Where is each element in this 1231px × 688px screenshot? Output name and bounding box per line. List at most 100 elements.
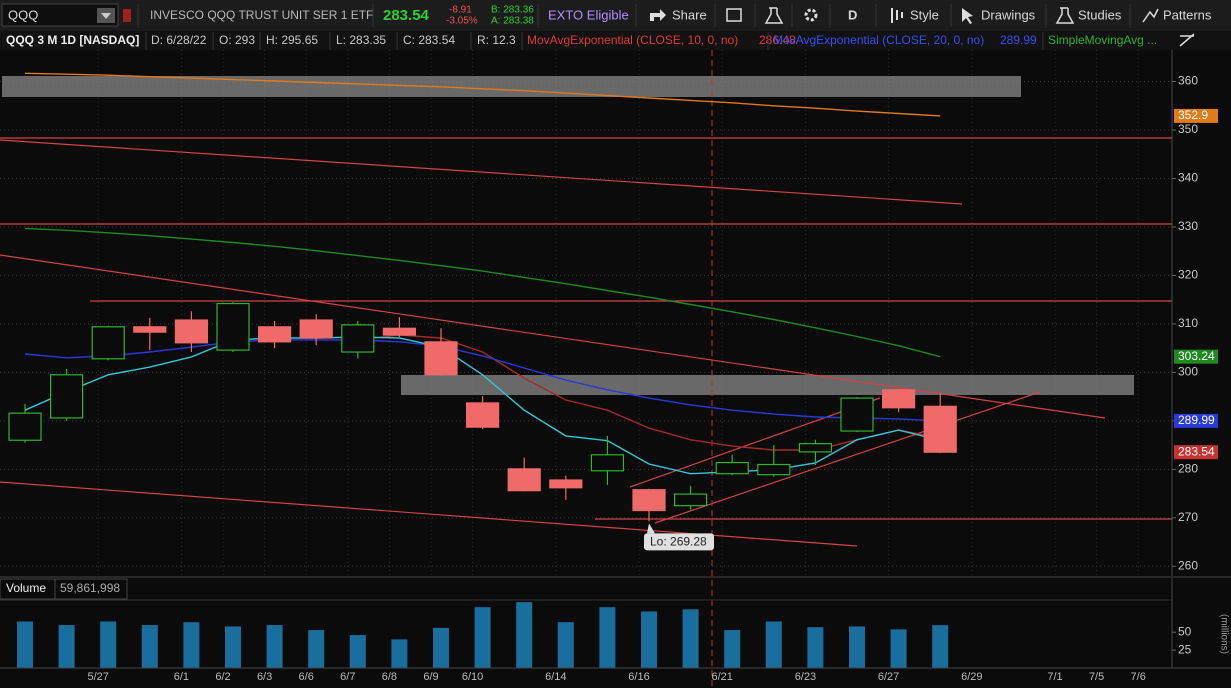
volume-title: Volume bbox=[6, 581, 46, 595]
header-open: O: 293 bbox=[219, 33, 255, 47]
link-icon[interactable] bbox=[123, 9, 131, 22]
trend-lines bbox=[0, 137, 1172, 547]
x-tick-label: 6/14 bbox=[545, 671, 566, 683]
candle-body bbox=[341, 324, 375, 353]
x-tick-label: 6/10 bbox=[462, 671, 483, 683]
y-tick-label: 270 bbox=[1178, 510, 1198, 524]
patterns-button[interactable]: Patterns bbox=[1163, 7, 1212, 22]
x-tick-label: 6/8 bbox=[382, 671, 397, 683]
study-ema20-value: 289.99 bbox=[1000, 33, 1037, 47]
volume-bar bbox=[141, 625, 158, 668]
drawings-button[interactable]: Drawings bbox=[981, 7, 1036, 22]
y-tick-label: 310 bbox=[1178, 316, 1198, 330]
drawings-icon[interactable] bbox=[962, 8, 973, 24]
candle-body bbox=[382, 327, 416, 336]
x-tick-label: 7/1 bbox=[1047, 671, 1062, 683]
period-button[interactable]: D bbox=[848, 7, 857, 22]
header-row bbox=[0, 31, 1231, 50]
candle-body bbox=[507, 468, 541, 492]
volume-bar bbox=[599, 607, 616, 668]
candle-body bbox=[757, 463, 791, 476]
volume-bar bbox=[849, 626, 865, 668]
style-button[interactable]: Style bbox=[910, 7, 939, 22]
x-tick-label: 7/5 bbox=[1089, 671, 1104, 683]
share-button[interactable]: Share bbox=[672, 7, 707, 22]
candle-body bbox=[590, 454, 625, 472]
chart-symbol: QQQ 3 M 1D [NASDAQ] bbox=[6, 33, 139, 47]
candle-body bbox=[49, 374, 84, 419]
volume-bar bbox=[516, 602, 533, 668]
studies-icon[interactable] bbox=[1055, 7, 1075, 24]
y-tick-label: 280 bbox=[1178, 462, 1198, 476]
y-tick-label: 300 bbox=[1178, 365, 1198, 379]
candle-body bbox=[715, 461, 749, 475]
candle-body bbox=[258, 326, 292, 343]
x-tick-label: 6/23 bbox=[795, 671, 816, 683]
ask: A: 283.38 bbox=[491, 16, 534, 27]
toolbar bbox=[0, 0, 1231, 31]
candle-body bbox=[91, 326, 125, 360]
collapse-icon[interactable] bbox=[1179, 33, 1195, 47]
description: INVESCO QQQ TRUST UNIT SER 1 ETF bbox=[150, 8, 373, 22]
price-tag-bg bbox=[1174, 108, 1218, 123]
header-low: L: 283.35 bbox=[336, 33, 386, 47]
style-icon[interactable] bbox=[891, 8, 903, 23]
header-date: D: 6/28/22 bbox=[151, 33, 207, 47]
symbol[interactable]: QQQ bbox=[8, 7, 38, 22]
grid-icon[interactable] bbox=[726, 8, 742, 22]
grid bbox=[0, 50, 1172, 576]
volume-bar bbox=[682, 609, 699, 668]
share-icon[interactable] bbox=[650, 9, 666, 21]
last-price: 283.54 bbox=[383, 7, 430, 24]
y-tick-label: 260 bbox=[1178, 558, 1198, 572]
symbol-input[interactable] bbox=[1, 3, 119, 27]
volume-bar bbox=[17, 621, 33, 668]
flask-icon[interactable] bbox=[764, 7, 784, 24]
volume-bar bbox=[266, 625, 283, 668]
study-sma[interactable]: SimpleMovingAvg ... bbox=[1048, 33, 1157, 47]
price-tag-bg bbox=[1174, 349, 1218, 364]
x-tick-label: 6/3 bbox=[257, 671, 272, 683]
moving-average-line bbox=[24, 227, 941, 358]
candle-body bbox=[881, 389, 916, 409]
study-ema10[interactable]: MovAvgExponential (CLOSE, 10, 0, no) bbox=[527, 33, 738, 47]
y-tick-label: 340 bbox=[1178, 171, 1198, 185]
y-tick-label: 360 bbox=[1178, 74, 1198, 88]
x-tick-label: 5/27 bbox=[87, 671, 108, 683]
y-tick-label: 320 bbox=[1178, 268, 1198, 282]
price-tag-bg bbox=[1174, 445, 1218, 460]
dropdown-arrow bbox=[101, 13, 111, 19]
volume-bar bbox=[183, 622, 200, 668]
net-change: -8.91 bbox=[449, 5, 472, 16]
candle-body bbox=[424, 341, 458, 376]
moving-average-line bbox=[24, 72, 941, 117]
plot bbox=[8, 72, 957, 668]
x-tick-label: 6/7 bbox=[340, 671, 355, 683]
header-close: C: 283.54 bbox=[403, 33, 455, 47]
y-tick-label: 50 bbox=[1178, 624, 1192, 638]
volume-bar bbox=[474, 607, 491, 668]
header-range: R: 12.3 bbox=[477, 33, 516, 47]
candle-body bbox=[8, 412, 42, 441]
x-tick-label: 6/6 bbox=[299, 671, 314, 683]
volume-bar bbox=[557, 622, 574, 668]
volume-bar bbox=[225, 626, 241, 668]
candle-body bbox=[673, 493, 708, 507]
settings-icon[interactable] bbox=[804, 8, 818, 22]
candle-body bbox=[798, 443, 833, 453]
volume-bar bbox=[391, 639, 408, 668]
volume-value: 59,861,998 bbox=[60, 581, 120, 595]
study-ema20[interactable]: MovAvgExponential (CLOSE, 20, 0, no) bbox=[773, 33, 984, 47]
candle-body bbox=[299, 319, 333, 339]
studies-button[interactable]: Studies bbox=[1078, 7, 1122, 22]
patterns-icon[interactable] bbox=[1142, 8, 1159, 23]
volume-unit: (millions) bbox=[1218, 614, 1229, 654]
price-tag: 303.24 bbox=[1178, 349, 1215, 363]
exto-eligible[interactable]: EXTO Eligible bbox=[548, 7, 629, 22]
y-tick-label: 25 bbox=[1178, 642, 1192, 656]
x-tick-label: 6/2 bbox=[215, 671, 230, 683]
price-tag-bg bbox=[1174, 413, 1218, 428]
volume-bar bbox=[100, 621, 117, 668]
